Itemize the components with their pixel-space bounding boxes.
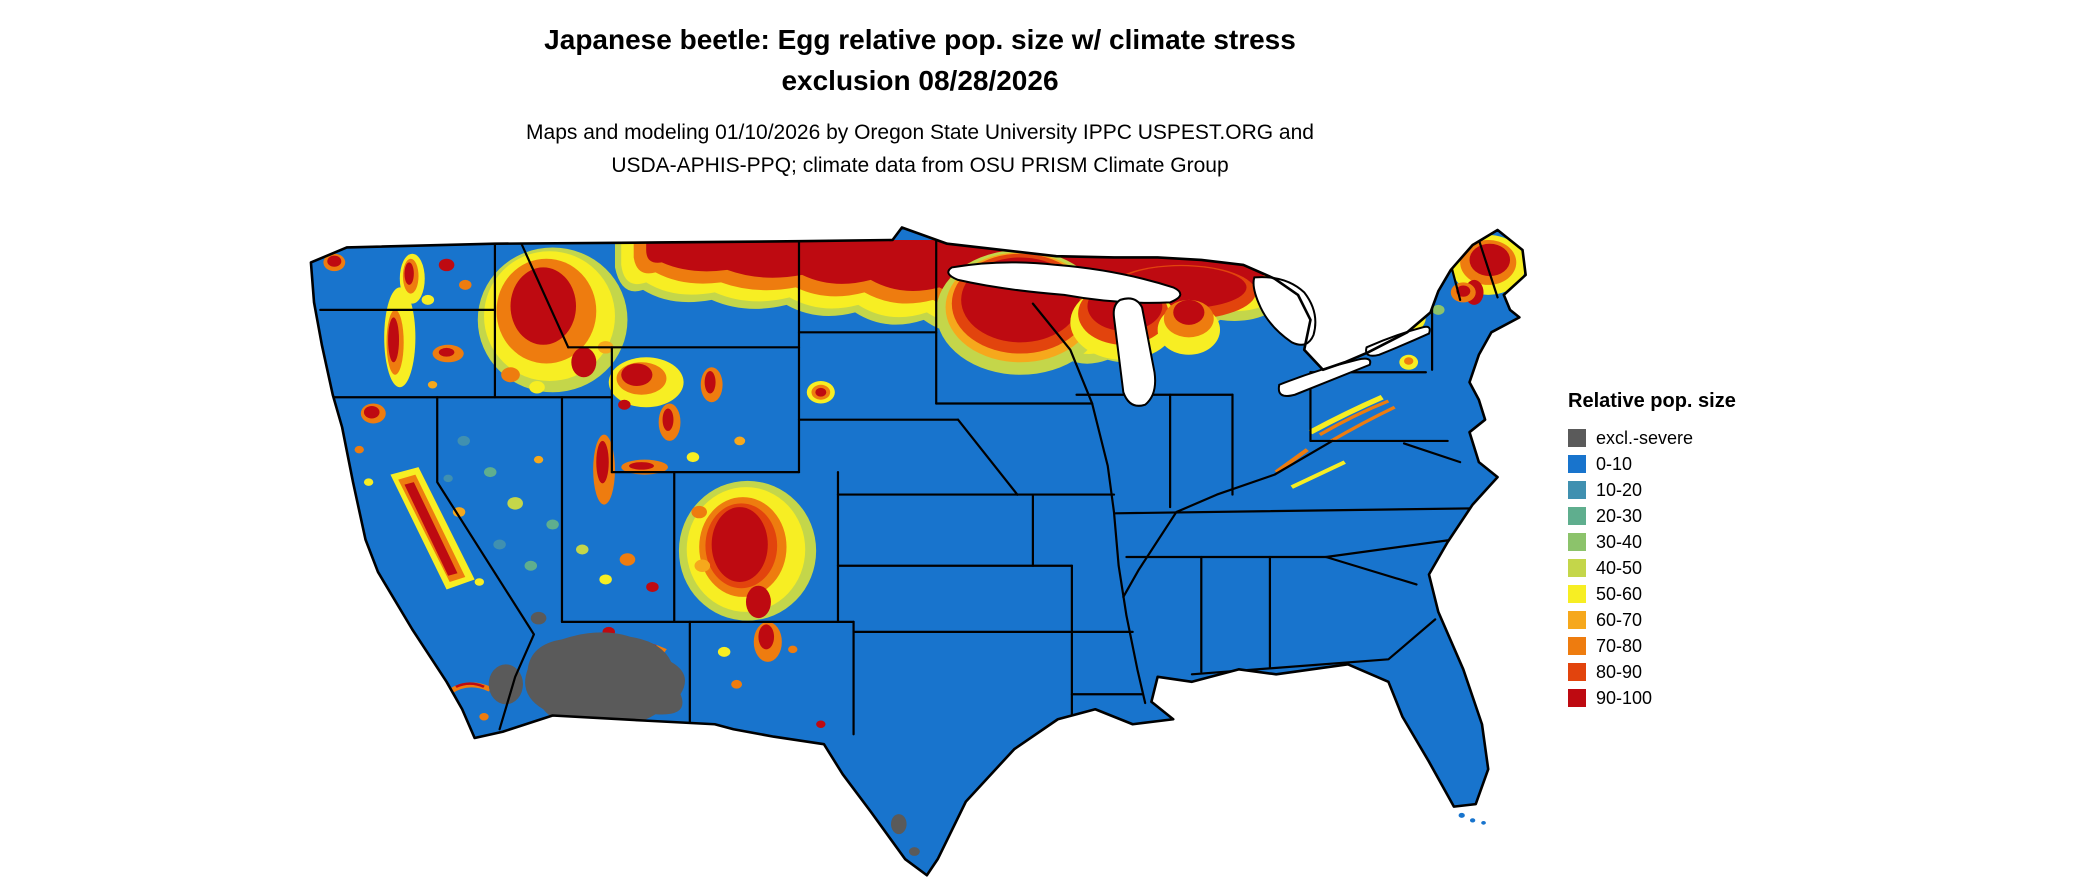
great-lakes xyxy=(948,262,1429,405)
legend-item: 90-100 xyxy=(1568,685,1828,711)
legend-swatch xyxy=(1568,585,1586,603)
legend-item: 60-70 xyxy=(1568,607,1828,633)
legend-label: 10-20 xyxy=(1596,480,1643,500)
map-title-line-2: exclusion 08/28/2026 xyxy=(781,64,1059,96)
legend-label: 90-100 xyxy=(1596,688,1653,708)
legend-label: 80-90 xyxy=(1596,662,1643,682)
legend-swatch xyxy=(1568,507,1586,525)
legend-item: 40-50 xyxy=(1568,555,1828,581)
map-subtitle-line-1: Maps and modeling 01/10/2026 by Oregon S… xyxy=(526,121,1314,145)
florida-keys xyxy=(1458,812,1486,825)
us-outline xyxy=(311,227,1526,875)
legend-swatch xyxy=(1568,455,1586,473)
legend-label: 30-40 xyxy=(1596,532,1643,552)
legend: Relative pop. size excl.-severe 0-10 10-20… xyxy=(1568,390,1828,711)
legend-item: 80-90 xyxy=(1568,659,1828,685)
legend-swatch xyxy=(1568,637,1586,655)
legend-swatch xyxy=(1568,533,1586,551)
map-title-line-1: Japanese beetle: Egg relative pop. size … xyxy=(544,24,1296,55)
legend-item: 50-60 xyxy=(1568,581,1828,607)
legend-item: 0-10 xyxy=(1568,451,1828,477)
legend-swatch xyxy=(1568,663,1586,681)
legend-item: 20-30 xyxy=(1568,503,1828,529)
legend-swatch xyxy=(1568,559,1586,577)
legend-swatch xyxy=(1568,481,1586,499)
map-subtitle: Maps and modeling 01/10/2026 by Oregon S… xyxy=(0,117,1840,182)
legend-item: 70-80 xyxy=(1568,633,1828,659)
map-header: Japanese beetle: Egg relative pop. size … xyxy=(0,20,1840,182)
legend-label: excl.-severe xyxy=(1596,428,1694,448)
legend-swatch xyxy=(1568,689,1586,707)
legend-title: Relative pop. size xyxy=(1568,390,1736,412)
legend-swatch xyxy=(1568,429,1586,447)
legend-label: 0-10 xyxy=(1596,454,1633,474)
legend-swatch xyxy=(1568,611,1586,629)
legend-label: 50-60 xyxy=(1596,584,1643,604)
legend-item: 30-40 xyxy=(1568,529,1828,555)
legend-item: excl.-severe xyxy=(1568,425,1828,451)
exclusion-layer xyxy=(488,611,920,856)
us-choropleth-map xyxy=(300,220,1535,884)
legend-label: 60-70 xyxy=(1596,610,1643,630)
legend-label: 20-30 xyxy=(1596,506,1643,526)
legend-label: 40-50 xyxy=(1596,558,1643,578)
map-subtitle-line-2: USDA-APHIS-PPQ; climate data from OSU PR… xyxy=(611,153,1229,177)
state-borders xyxy=(320,240,1497,734)
legend-item: 10-20 xyxy=(1568,477,1828,503)
legend-items: excl.-severe 0-10 10-20 20-30 30-40 40-50 50-6… xyxy=(1568,425,1828,711)
us-map-svg xyxy=(300,220,1535,884)
legend-label: 70-80 xyxy=(1596,636,1643,656)
map-title: Japanese beetle: Egg relative pop. size … xyxy=(0,20,1840,101)
